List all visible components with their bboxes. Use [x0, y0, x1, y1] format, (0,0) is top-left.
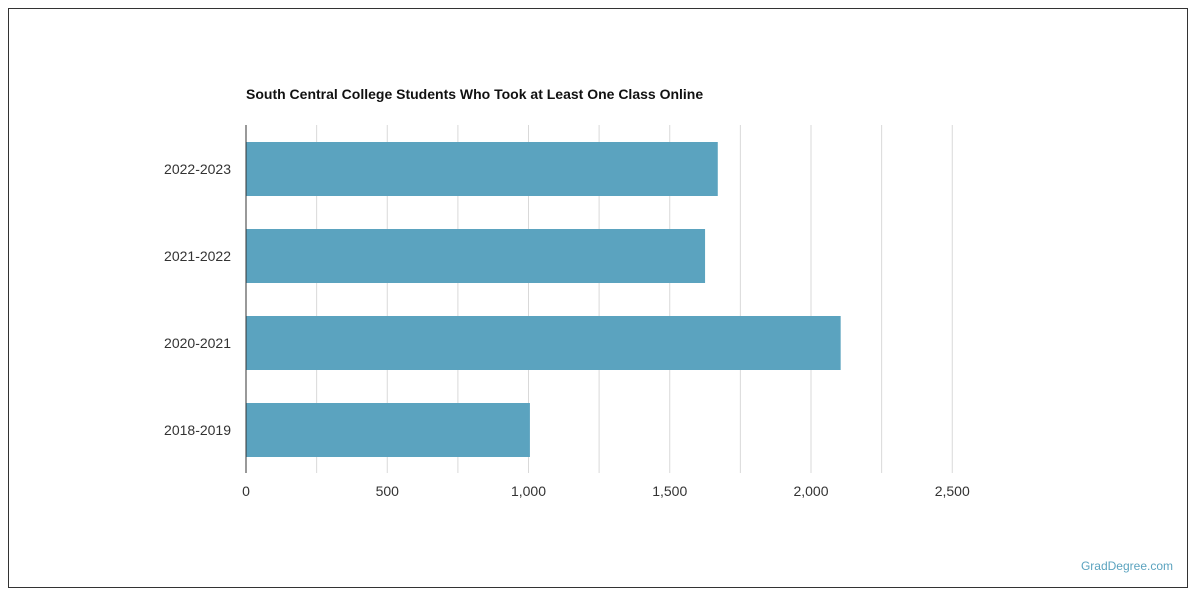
bar-2022-2023[interactable] — [246, 142, 718, 196]
x-tick-label: 1,000 — [511, 483, 546, 499]
bar-2021-2022[interactable] — [246, 229, 706, 283]
x-tick-label: 0 — [242, 483, 250, 499]
chart-frame: South Central College Students Who Took … — [8, 8, 1188, 588]
category-label: 2020-2021 — [164, 335, 231, 351]
watermark-link[interactable]: GradDegree.com — [1080, 559, 1173, 573]
bar-2018-2019[interactable] — [246, 403, 530, 457]
x-tick-label: 2,500 — [935, 483, 970, 499]
category-labels: 2022-2023 2021-2022 2020-2021 2018-2019 — [164, 161, 231, 438]
bar-2020-2021[interactable] — [246, 316, 841, 370]
category-label: 2021-2022 — [164, 248, 231, 264]
category-label: 2018-2019 — [164, 422, 231, 438]
chart-title: South Central College Students Who Took … — [246, 86, 703, 102]
category-label: 2022-2023 — [164, 161, 231, 177]
x-tick-label: 500 — [376, 483, 400, 499]
x-tick-label: 2,000 — [793, 483, 828, 499]
bars — [246, 142, 841, 457]
x-axis-ticks: 0 500 1,000 1,500 2,000 2,500 — [242, 483, 970, 499]
x-tick-label: 1,500 — [652, 483, 687, 499]
bar-chart: South Central College Students Who Took … — [164, 86, 970, 499]
